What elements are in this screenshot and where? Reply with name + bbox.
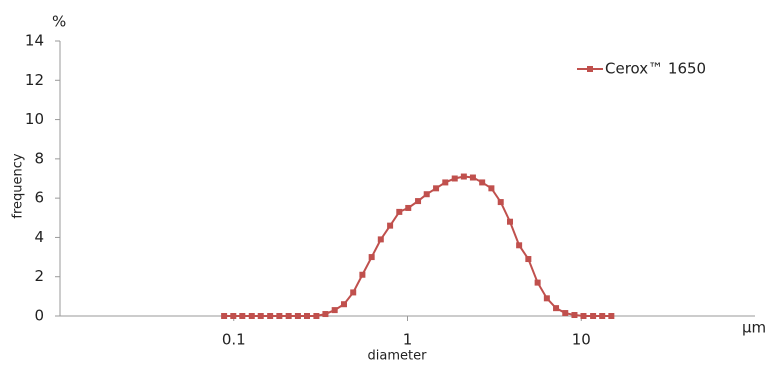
marker xyxy=(267,313,274,319)
marker xyxy=(460,173,467,180)
marker xyxy=(553,305,560,312)
marker xyxy=(239,313,246,319)
marker xyxy=(387,222,394,229)
legend-marker xyxy=(587,66,593,72)
y-tick-label: 10 xyxy=(25,110,44,128)
marker xyxy=(377,236,384,243)
x-unit: μm xyxy=(742,319,766,337)
marker xyxy=(396,208,403,215)
marker xyxy=(543,295,550,302)
y-axis-label: frequency xyxy=(11,153,26,219)
marker xyxy=(525,256,532,263)
x-tick-label: 10 xyxy=(572,331,591,349)
marker xyxy=(368,254,375,261)
y-tick-label: 4 xyxy=(34,228,44,246)
marker xyxy=(599,313,606,319)
y-tick-label: 14 xyxy=(25,32,44,50)
marker xyxy=(257,313,264,319)
marker xyxy=(350,289,357,296)
y-tick-label: 2 xyxy=(34,267,44,285)
y-tick-label: 8 xyxy=(34,149,44,167)
marker xyxy=(285,313,292,319)
marker xyxy=(359,271,366,278)
marker xyxy=(534,279,541,286)
legend-label: Cerox™ 1650 xyxy=(605,60,706,78)
x-axis-label: diameter xyxy=(368,349,428,364)
marker xyxy=(230,313,237,319)
marker xyxy=(580,313,587,319)
marker xyxy=(571,312,578,319)
x-tick-label: 0.1 xyxy=(222,331,246,349)
marker xyxy=(221,313,228,319)
marker xyxy=(562,310,569,317)
y-tick-label: 0 xyxy=(34,307,44,325)
series-line xyxy=(224,175,612,317)
y-tick-label: 6 xyxy=(34,189,44,207)
marker xyxy=(608,313,615,319)
marker xyxy=(340,301,347,308)
marker xyxy=(331,307,338,314)
marker xyxy=(423,191,430,198)
marker xyxy=(415,198,422,205)
marker xyxy=(442,179,449,186)
marker xyxy=(405,204,412,211)
y-tick-label: 12 xyxy=(25,71,44,89)
marker xyxy=(507,218,514,225)
marker xyxy=(294,313,301,319)
marker xyxy=(313,313,320,319)
marker xyxy=(322,311,329,318)
marker xyxy=(248,313,255,319)
marker xyxy=(469,174,476,181)
y-unit: % xyxy=(52,13,66,31)
marker xyxy=(590,313,597,319)
marker xyxy=(433,185,440,192)
marker xyxy=(479,179,486,186)
marker xyxy=(497,199,504,206)
x-tick-label: 1 xyxy=(403,331,413,349)
marker xyxy=(276,313,283,319)
marker xyxy=(516,242,523,249)
marker xyxy=(451,175,458,182)
marker xyxy=(304,313,311,319)
marker xyxy=(488,185,495,192)
